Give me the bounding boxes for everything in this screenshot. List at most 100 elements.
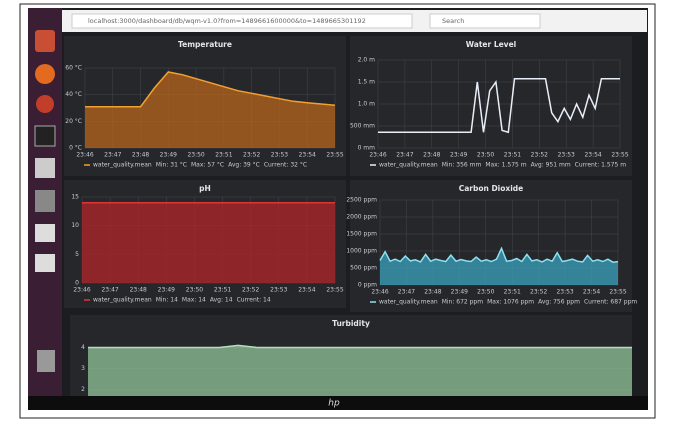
legend-stat: Current: 14	[237, 297, 271, 304]
x-tick-label: 23:52	[242, 287, 259, 294]
series-area	[82, 203, 335, 283]
legend-stat: Max: 14	[182, 297, 206, 304]
x-tick-label: 23:51	[215, 152, 232, 159]
y-tick-label: 2000 ppm	[346, 214, 377, 221]
x-tick-label: 23:52	[243, 152, 260, 159]
settings-icon[interactable]	[36, 95, 54, 113]
screenshot: localhost:3000/dashboard/db/wqm-v1.0?fro…	[0, 0, 675, 422]
x-tick-label: 23:47	[101, 287, 118, 294]
x-tick-label: 23:53	[556, 289, 573, 296]
panel-title: Water Level	[466, 40, 516, 49]
legend-stat: Avg: 951 mm	[531, 162, 571, 169]
drive-icon[interactable]	[35, 254, 55, 272]
x-tick-label: 23:55	[611, 152, 628, 159]
x-tick-label: 23:46	[371, 289, 388, 296]
y-tick-label: 1.5 m	[358, 79, 375, 86]
y-tick-label: 0 ppm	[358, 282, 377, 289]
x-tick-label: 23:52	[530, 289, 547, 296]
x-tick-label: 23:52	[531, 152, 548, 159]
legend-stat: Current: 1.575 m	[575, 162, 627, 169]
x-tick-label: 23:46	[73, 287, 90, 294]
y-tick-label: 1.0 m	[358, 101, 375, 108]
y-tick-label: 2500 ppm	[346, 197, 377, 204]
x-tick-label: 23:51	[504, 152, 521, 159]
y-tick-label: 5	[75, 251, 79, 258]
x-tick-label: 23:47	[104, 152, 121, 159]
firefox-icon[interactable]	[35, 64, 55, 84]
editor-icon[interactable]	[35, 158, 55, 178]
x-tick-label: 23:49	[160, 152, 177, 159]
legend-label: water_quality.mean	[379, 299, 438, 306]
y-tick-label: 0 mm	[358, 145, 376, 152]
search-placeholder: Search	[442, 17, 464, 25]
y-tick-label: 3	[81, 365, 85, 372]
y-tick-label: 0	[75, 280, 79, 287]
y-tick-label: 500 ppm	[350, 265, 377, 272]
x-tick-label: 23:50	[186, 287, 203, 294]
y-tick-label: 40 °C	[65, 91, 82, 98]
panel-title: pH	[199, 184, 211, 193]
x-tick-label: 23:48	[132, 152, 149, 159]
x-tick-label: 23:50	[187, 152, 204, 159]
panel-title: Turbidity	[332, 319, 370, 328]
y-tick-label: 20 °C	[65, 118, 82, 125]
x-tick-label: 23:46	[76, 152, 93, 159]
y-tick-label: 1000 ppm	[346, 248, 377, 255]
app-icon[interactable]	[35, 30, 55, 52]
x-tick-label: 23:50	[477, 289, 494, 296]
x-tick-label: 23:47	[396, 152, 413, 159]
y-tick-label: 4	[81, 344, 85, 351]
x-tick-label: 23:53	[270, 287, 287, 294]
y-tick-label: 10	[71, 222, 79, 229]
legend-stat: Min: 356 mm	[442, 162, 482, 169]
x-tick-label: 23:55	[609, 289, 626, 296]
x-tick-label: 23:54	[298, 287, 315, 294]
panel-title: Temperature	[178, 40, 232, 49]
panel-title: Carbon Dioxide	[459, 184, 524, 193]
x-tick-label: 23:46	[369, 152, 386, 159]
x-tick-label: 23:49	[450, 152, 467, 159]
y-tick-label: 2	[81, 386, 85, 393]
legend-stat: Max: 1076 ppm	[487, 299, 534, 306]
legend-stat: Min: 672 ppm	[442, 299, 484, 306]
legend-stat: Avg: 14	[210, 297, 233, 304]
legend-stat: Max: 1.575 m	[485, 162, 526, 169]
x-tick-label: 23:55	[326, 287, 343, 294]
y-tick-label: 2.0 m	[358, 57, 375, 64]
drive-icon[interactable]	[35, 224, 55, 242]
legend-label: water_quality.mean	[93, 162, 152, 169]
x-tick-label: 23:49	[451, 289, 468, 296]
terminal-icon[interactable]	[35, 126, 55, 146]
trash-icon[interactable]	[37, 350, 55, 372]
x-tick-label: 23:51	[504, 289, 521, 296]
legend-stat: Avg: 756 ppm	[538, 299, 580, 306]
legend-stat: Current: 687 ppm	[584, 299, 637, 306]
x-tick-label: 23:48	[130, 287, 147, 294]
legend-stat: Avg: 39 °C	[228, 162, 260, 169]
x-tick-label: 23:48	[423, 152, 440, 159]
x-tick-label: 23:51	[214, 287, 231, 294]
x-tick-label: 23:50	[477, 152, 494, 159]
y-tick-label: 500 mm	[350, 123, 375, 130]
x-tick-label: 23:53	[271, 152, 288, 159]
brand-logo: hp	[328, 399, 340, 409]
x-tick-label: 23:54	[299, 152, 316, 159]
legend-stat: Min: 14	[156, 297, 178, 304]
legend-label: water_quality.mean	[93, 297, 152, 304]
x-tick-label: 23:54	[584, 152, 601, 159]
legend-stat: Current: 32 °C	[264, 162, 307, 169]
help-icon[interactable]	[35, 190, 55, 212]
x-tick-label: 23:53	[558, 152, 575, 159]
series-area	[88, 345, 632, 400]
x-tick-label: 23:47	[398, 289, 415, 296]
y-tick-label: 15	[71, 194, 79, 201]
legend-stat: Max: 57 °C	[191, 162, 224, 169]
x-tick-label: 23:49	[158, 287, 175, 294]
legend-stat: Min: 31 °C	[156, 162, 187, 169]
x-tick-label: 23:48	[424, 289, 441, 296]
y-tick-label: 1500 ppm	[346, 231, 377, 238]
legend-label: water_quality.mean	[379, 162, 438, 169]
y-tick-label: 0 °C	[69, 145, 82, 152]
x-tick-label: 23:55	[326, 152, 343, 159]
x-tick-label: 23:54	[583, 289, 600, 296]
